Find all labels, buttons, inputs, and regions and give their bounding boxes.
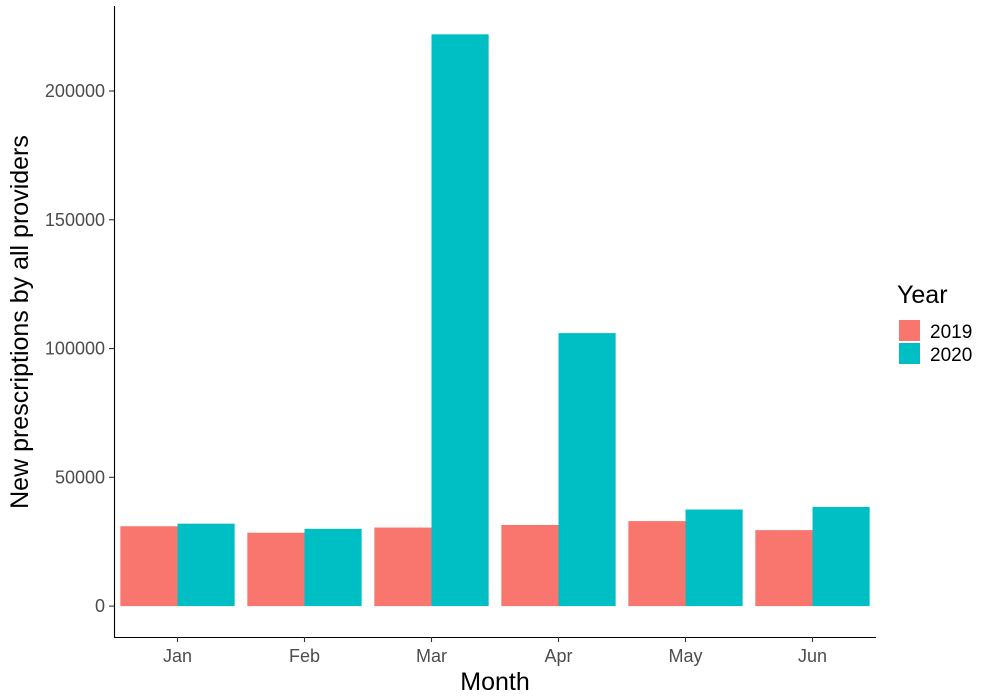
x-tick-label: Apr	[544, 646, 572, 666]
bar-jan-2020	[177, 523, 235, 607]
bar-may-2019	[628, 521, 686, 607]
bar-feb-2019	[247, 532, 305, 607]
legend-title: Year	[897, 281, 948, 309]
y-tick-label: 100000	[45, 339, 105, 359]
y-tick-label: 150000	[45, 210, 105, 230]
legend-swatch-2019	[899, 320, 920, 341]
bar-jan-2019	[120, 526, 178, 607]
legend-swatch-2020	[899, 343, 920, 364]
x-tick-label: Feb	[289, 646, 320, 666]
x-tick-label: Jan	[163, 646, 192, 666]
bar-mar-2020	[431, 34, 489, 607]
y-tick-label: 0	[95, 596, 105, 616]
bars-layer	[120, 34, 870, 607]
bar-apr-2019	[501, 524, 559, 607]
y-axis-title: New prescriptions by all providers	[6, 135, 34, 509]
x-tick-label: Mar	[416, 646, 447, 666]
bar-jun-2019	[755, 530, 813, 607]
bar-jun-2020	[812, 506, 870, 607]
bar-may-2020	[685, 509, 743, 607]
x-axis-ticks: Jan Feb Mar Apr May Jun	[163, 637, 827, 666]
bar-apr-2020	[558, 333, 616, 607]
bar-feb-2020	[304, 528, 362, 607]
y-tick-label: 200000	[45, 81, 105, 101]
legend-label-2019: 2019	[930, 322, 972, 343]
x-tick-label: May	[668, 646, 702, 666]
x-tick-label: Jun	[798, 646, 827, 666]
y-tick-label: 50000	[55, 467, 105, 487]
x-axis-title: Month	[460, 668, 529, 696]
legend-label-2020: 2020	[930, 345, 972, 366]
y-axis-ticks: 0 50000 100000 150000 200000	[45, 81, 114, 616]
bar-mar-2019	[374, 527, 432, 607]
